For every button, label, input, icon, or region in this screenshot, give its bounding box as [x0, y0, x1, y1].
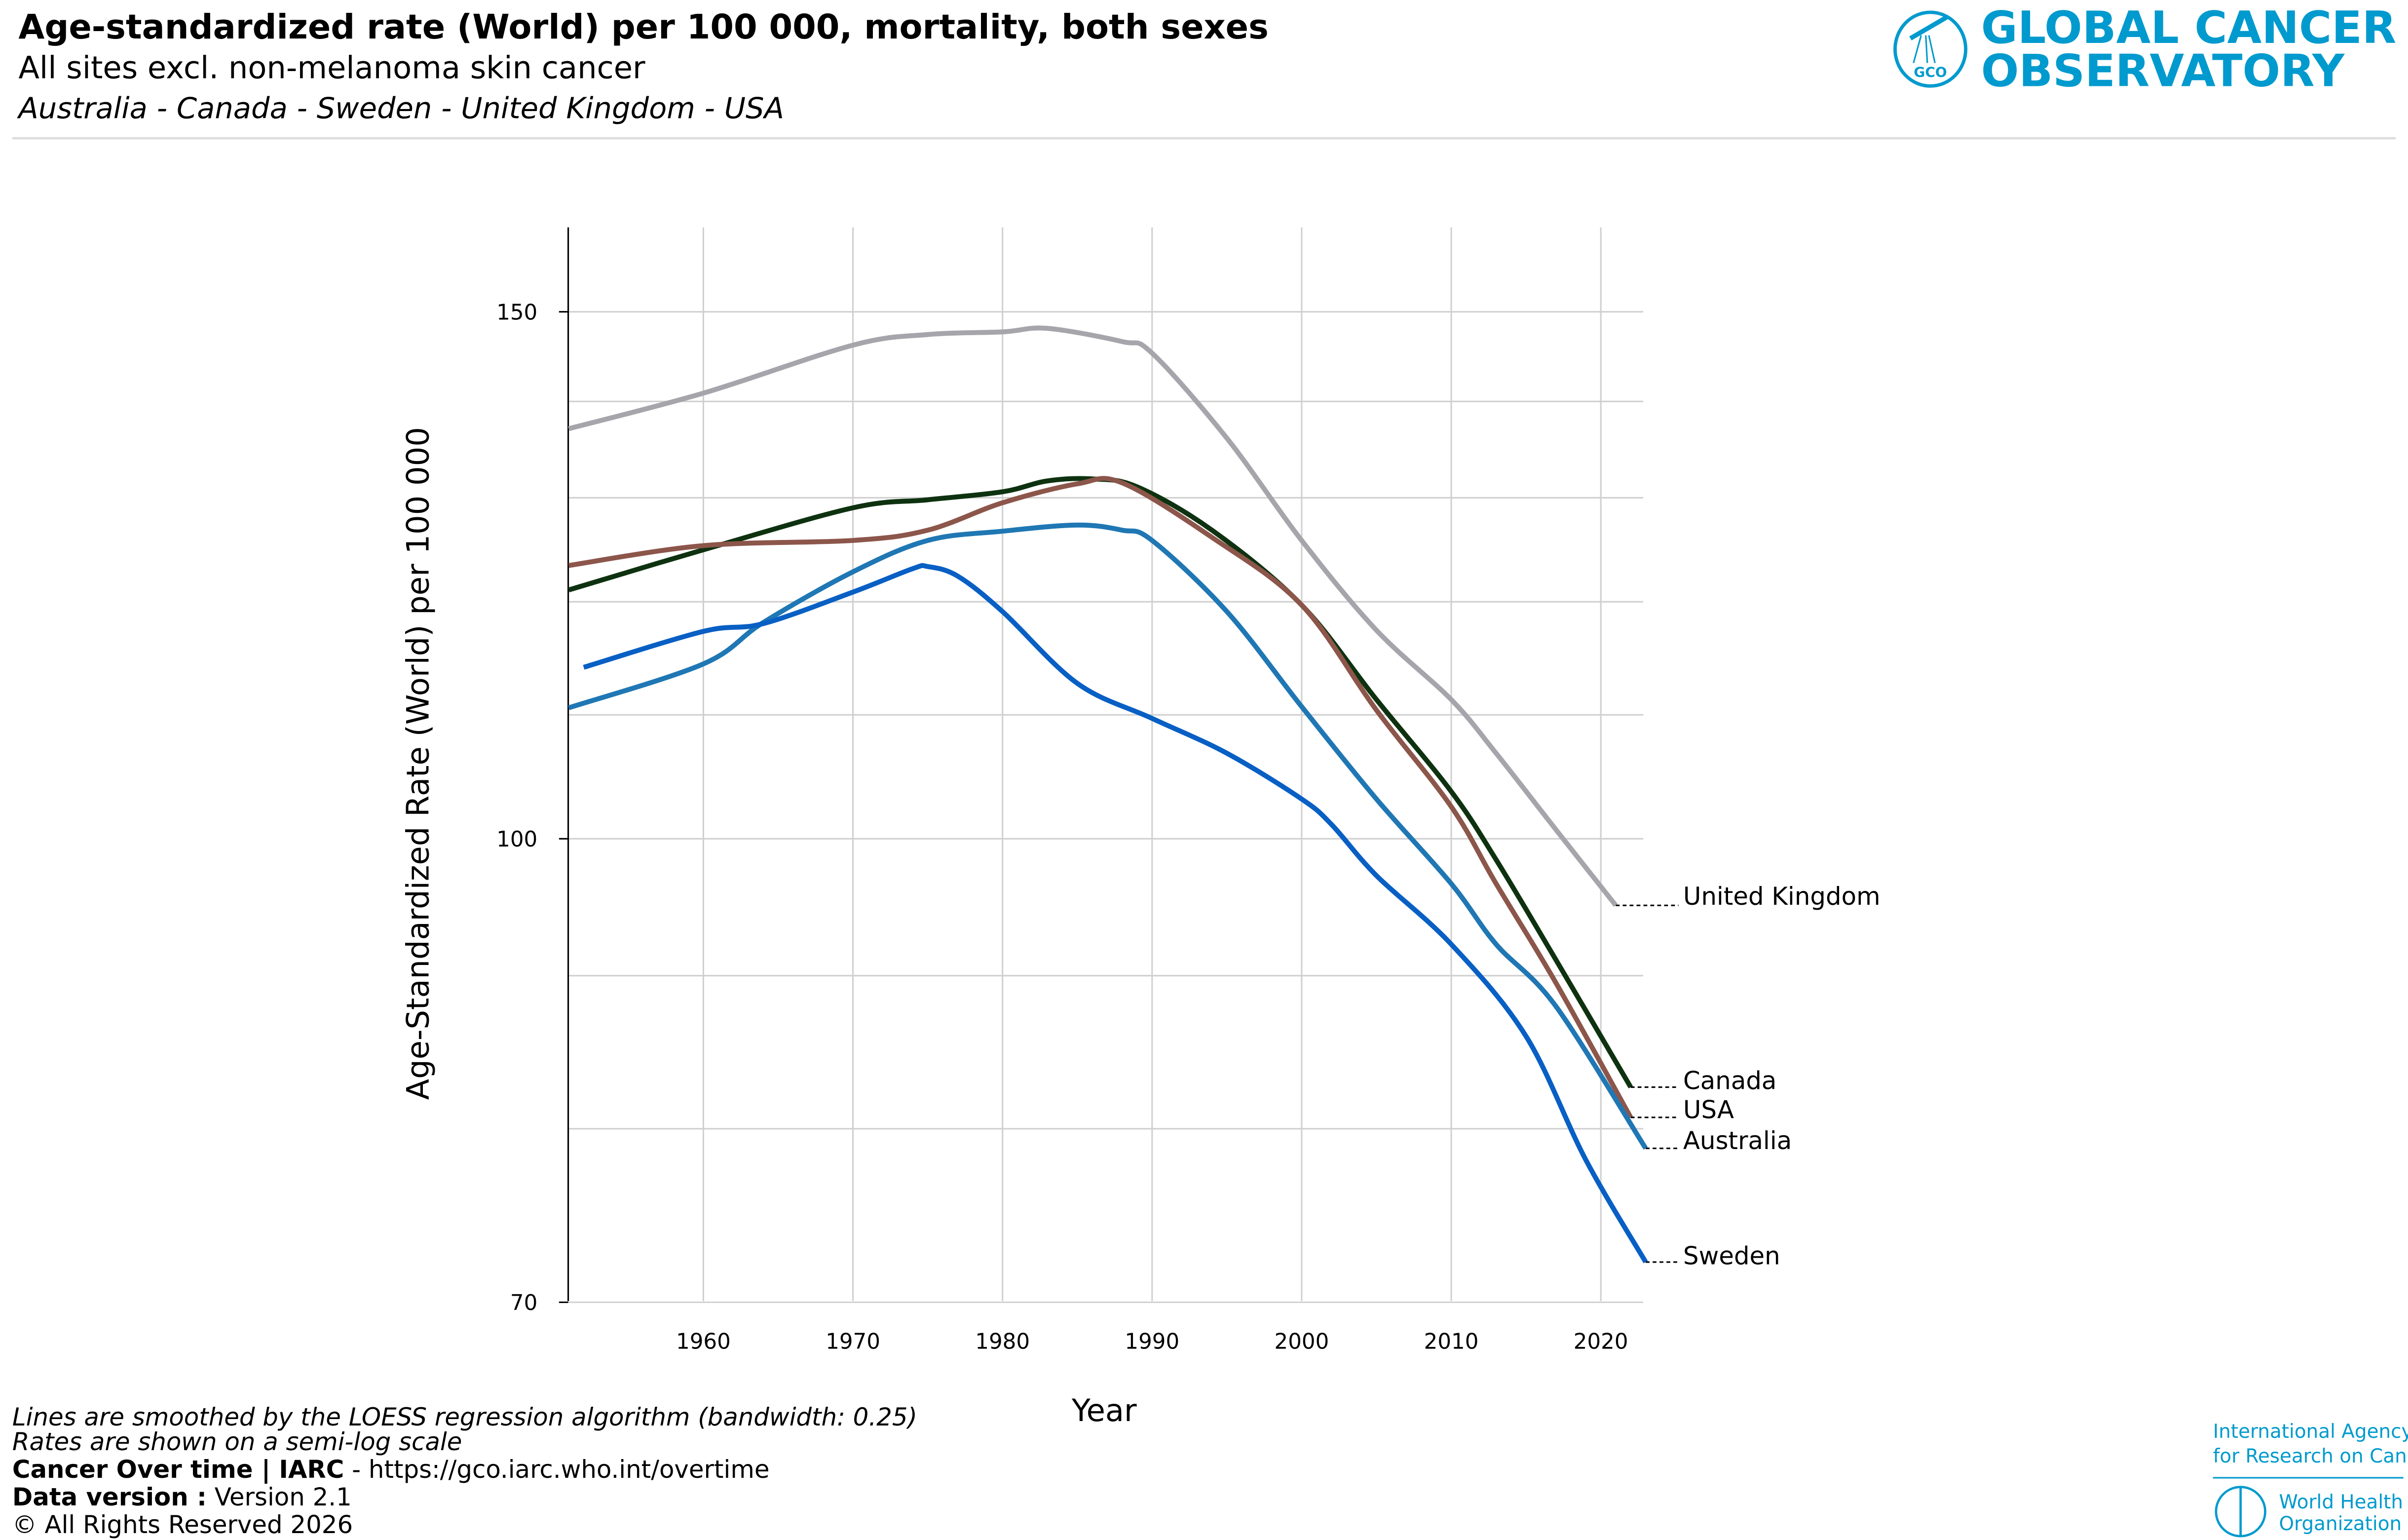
telescope-icon [1893, 10, 1968, 88]
svg-text:Organization: Organization [2279, 1513, 2402, 1535]
svg-text:World Health: World Health [2279, 1491, 2404, 1513]
copyright: © All Rights Reserved 2026 [12, 1510, 353, 1539]
series-line-australia [568, 522, 1648, 1150]
series-label: USA [1683, 1096, 1734, 1124]
series-label: United Kingdom [1683, 882, 1881, 911]
series-label: Canada [1683, 1067, 1776, 1095]
x-tick-label: 1960 [676, 1330, 731, 1354]
y-tick-label: 70 [510, 1291, 537, 1315]
source-link[interactable]: - https://gco.iarc.who.int/overtime [344, 1455, 769, 1484]
logo-line1: GLOBAL CANCER [1981, 2, 2397, 54]
series-lines [568, 325, 1648, 1264]
series-label: Sweden [1683, 1241, 1780, 1270]
chart-title: Age-standardized rate (World) per 100 00… [18, 7, 1268, 47]
x-tick-label: 2020 [1574, 1330, 1628, 1354]
smoothing-note: Lines are smoothed by the LOESS regressi… [12, 1403, 917, 1431]
x-tick-label: 1970 [826, 1330, 880, 1354]
logo-line2: OBSERVATORY [1981, 45, 2345, 97]
grid [568, 227, 1644, 1303]
axes: 1960 1970 1980 1990 2000 2010 2020 70 100 150 [496, 227, 1628, 1354]
x-tick-label: 2000 [1274, 1330, 1329, 1354]
series-line-united-kingdom [568, 325, 1618, 907]
series-line-canada [568, 476, 1633, 1089]
series-line-usa [568, 476, 1633, 1119]
y-tick-label: 150 [496, 300, 537, 325]
chart-subtitle: All sites excl. non-melanoma skin cancer [18, 50, 645, 86]
y-tick-label: 100 [496, 827, 537, 852]
x-axis-label: Year [1071, 1392, 1137, 1428]
iarc-who-logo: International Agency for Research on Can… [2213, 1421, 2408, 1538]
series-line-sweden [583, 563, 1648, 1264]
source-line: Cancer Over time | IARC - https://gco.ia… [12, 1455, 770, 1484]
scale-note: Rates are shown on a semi-log scale [12, 1427, 462, 1456]
svg-text:International Agency: International Agency [2213, 1421, 2408, 1443]
series-label: Australia [1683, 1126, 1792, 1155]
x-tick-label: 1990 [1125, 1330, 1179, 1354]
gco-logo: GCO GLOBAL CANCER OBSERVATORY [1893, 2, 2397, 97]
y-axis-label: Age-Standardized Rate (World) per 100 00… [400, 427, 436, 1100]
country-list: Australia - Canada - Sweden - United Kin… [16, 91, 784, 125]
x-tick-label: 2010 [1424, 1330, 1479, 1354]
footer: Lines are smoothed by the LOESS regressi… [12, 1403, 917, 1539]
svg-text:for Research on Cancer: for Research on Cancer [2213, 1445, 2408, 1467]
x-tick-label: 1980 [975, 1330, 1030, 1354]
data-version: Data version : Version 2.1 [12, 1483, 352, 1511]
svg-text:GCO: GCO [1914, 64, 1947, 80]
